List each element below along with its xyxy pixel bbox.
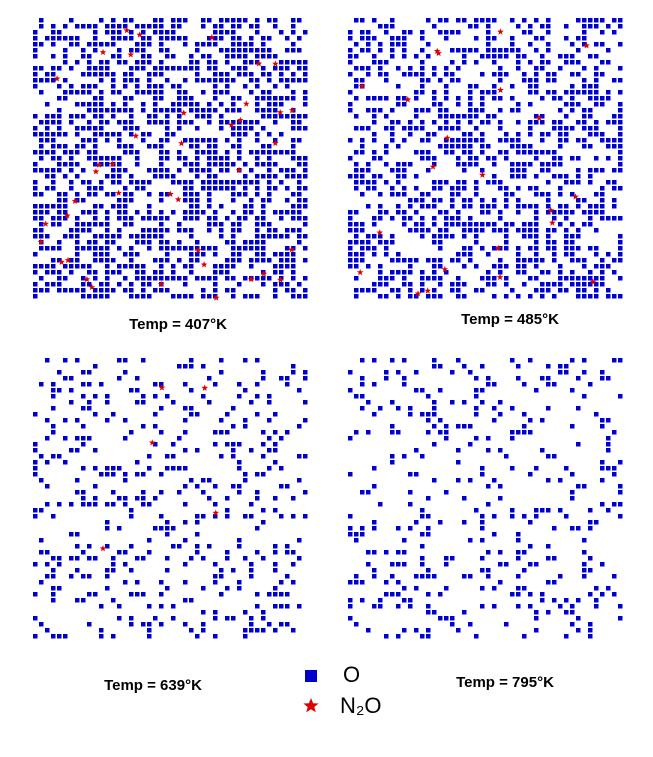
oxygen-lattice xyxy=(33,18,308,299)
panel-caption: Temp = 407°K xyxy=(129,316,227,333)
legend-label: N₂O xyxy=(340,693,382,718)
oxygen-lattice xyxy=(348,18,623,299)
panel-caption: Temp = 795°K xyxy=(456,674,554,691)
oxygen-lattice xyxy=(33,358,308,639)
legend-square xyxy=(305,670,317,682)
panels xyxy=(33,18,623,639)
oxygen-lattice xyxy=(348,358,623,639)
panel-caption: Temp = 639°K xyxy=(104,677,202,694)
legend-star xyxy=(303,698,319,713)
panel-caption: Temp = 485°K xyxy=(461,311,559,328)
legend-label: O xyxy=(343,662,360,687)
